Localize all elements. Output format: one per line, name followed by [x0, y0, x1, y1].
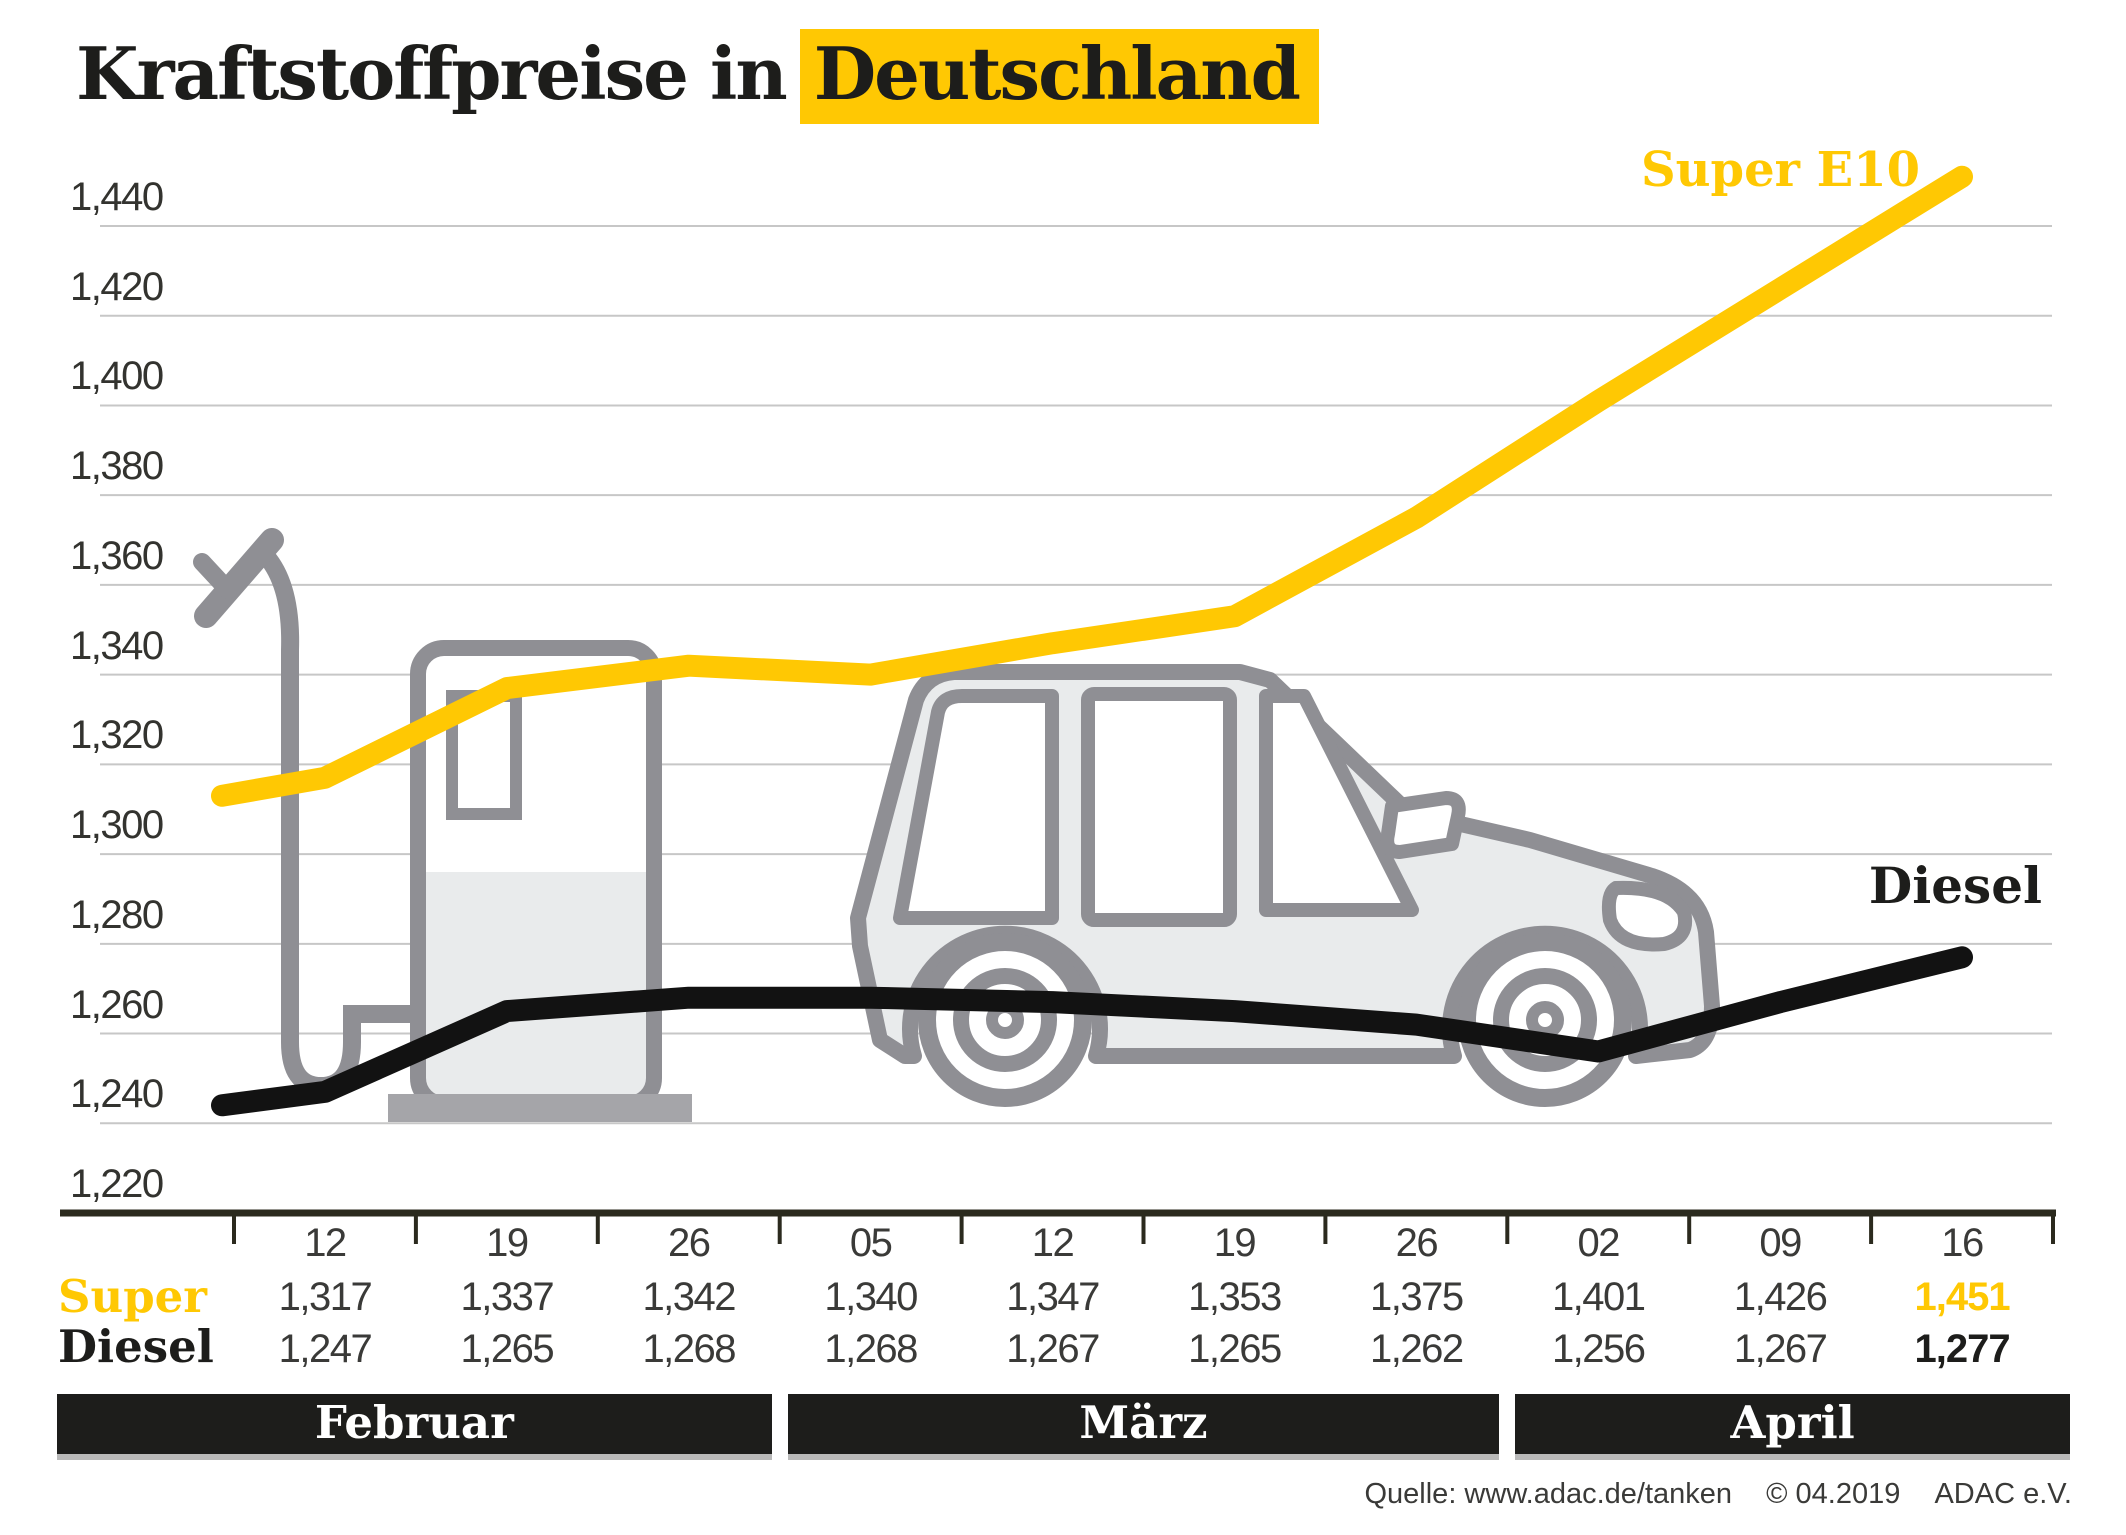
price-cell-super: 1,375	[1370, 1275, 1464, 1319]
price-cell-super: 1,426	[1733, 1275, 1828, 1319]
price-cell-super: 1,353	[1188, 1275, 1282, 1319]
price-cell-super: 1,401	[1551, 1275, 1646, 1319]
price-cell-diesel: 1,256	[1551, 1327, 1646, 1371]
pump-cabinet	[426, 872, 646, 1098]
date-label: 19	[1213, 1221, 1257, 1265]
super-e10-curve-label: Super E10	[1640, 142, 1920, 198]
car-wheel-front-hub	[1526, 1001, 1564, 1039]
date-label: 09	[1759, 1221, 1802, 1265]
y-axis-label: 1,240	[70, 1072, 164, 1117]
y-axis-label: 1,320	[70, 713, 164, 758]
y-axis-label: 1,300	[70, 803, 164, 848]
line-series-super-e10	[211, 165, 1973, 807]
table-row-label-diesel: Diesel	[58, 1320, 214, 1373]
line-series-diesel	[211, 946, 1973, 1117]
y-axis-label: 1,280	[70, 892, 164, 937]
price-cell-super: 1,451	[1914, 1275, 2010, 1319]
pump-nozzle	[194, 528, 284, 628]
pump-nozzle-handle	[193, 553, 237, 599]
date-label: 26	[1395, 1221, 1439, 1265]
date-label: 02	[1577, 1221, 1621, 1265]
date-label: 12	[1031, 1221, 1075, 1265]
date-label: 05	[849, 1221, 893, 1265]
y-axis-label: 1,380	[70, 444, 164, 489]
date-label: 26	[668, 1221, 711, 1265]
diesel-curve-label: Diesel	[1868, 856, 2042, 915]
page-title: Kraftstoffpreise in Deutschland	[76, 26, 1319, 124]
y-axis-label: 1,360	[70, 533, 164, 578]
y-axis-label: 1,440	[70, 175, 164, 219]
y-axis-label: 1,420	[70, 264, 164, 309]
month-band-februar: Februar	[57, 1394, 772, 1454]
y-axis-label: 1,260	[70, 982, 164, 1027]
price-cell-diesel: 1,268	[824, 1327, 918, 1371]
price-cell-diesel: 1,262	[1370, 1327, 1464, 1371]
price-cell-super: 1,340	[824, 1275, 918, 1319]
table-row-label-super: Super	[58, 1270, 208, 1323]
date-label: 12	[304, 1221, 347, 1265]
car-side-mirror	[1380, 791, 1466, 859]
pump-hose	[258, 550, 424, 1096]
price-cell-diesel: 1,268	[642, 1327, 736, 1371]
month-band-mrz: März	[787, 1394, 1500, 1454]
price-cell-diesel: 1,267	[1733, 1327, 1828, 1371]
price-cell-diesel: 1,247	[278, 1327, 373, 1371]
price-cell-super: 1,347	[1006, 1275, 1100, 1319]
y-axis-label: 1,220	[70, 1162, 164, 1206]
y-axis-label: 1,400	[70, 354, 164, 399]
source-quelle: Quelle: www.adac.de/tanken	[1364, 1478, 1733, 1510]
date-label: 19	[486, 1221, 529, 1265]
source-note: Quelle: www.adac.de/tanken © 04.2019 ADA…	[1364, 1478, 2072, 1511]
price-cell-diesel: 1,265	[460, 1327, 555, 1371]
price-cell-super: 1,337	[460, 1275, 555, 1319]
month-band-april: April	[1515, 1394, 2070, 1454]
car-window-middle	[1081, 687, 1237, 927]
page-title-prefix: Kraftstoffpreise in	[76, 31, 788, 116]
price-cell-diesel: 1,277	[1914, 1327, 2010, 1371]
source-org: ADAC e.V.	[1934, 1478, 2072, 1510]
price-cell-super: 1,317	[278, 1275, 373, 1319]
pump-screen	[446, 690, 522, 820]
car-headlight	[1601, 880, 1692, 952]
car-window-front	[1259, 689, 1419, 917]
y-axis-label: 1,340	[70, 623, 164, 668]
pump-base	[388, 1094, 692, 1122]
price-cell-super: 1,342	[642, 1275, 736, 1319]
price-cell-diesel: 1,267	[1006, 1327, 1100, 1371]
car-window-rear	[893, 689, 1059, 925]
page-title-highlight: Deutschland	[799, 29, 1319, 124]
price-cell-diesel: 1,265	[1188, 1327, 1282, 1371]
date-label: 16	[1941, 1221, 1984, 1265]
source-copyright: © 04.2019	[1766, 1478, 1901, 1510]
